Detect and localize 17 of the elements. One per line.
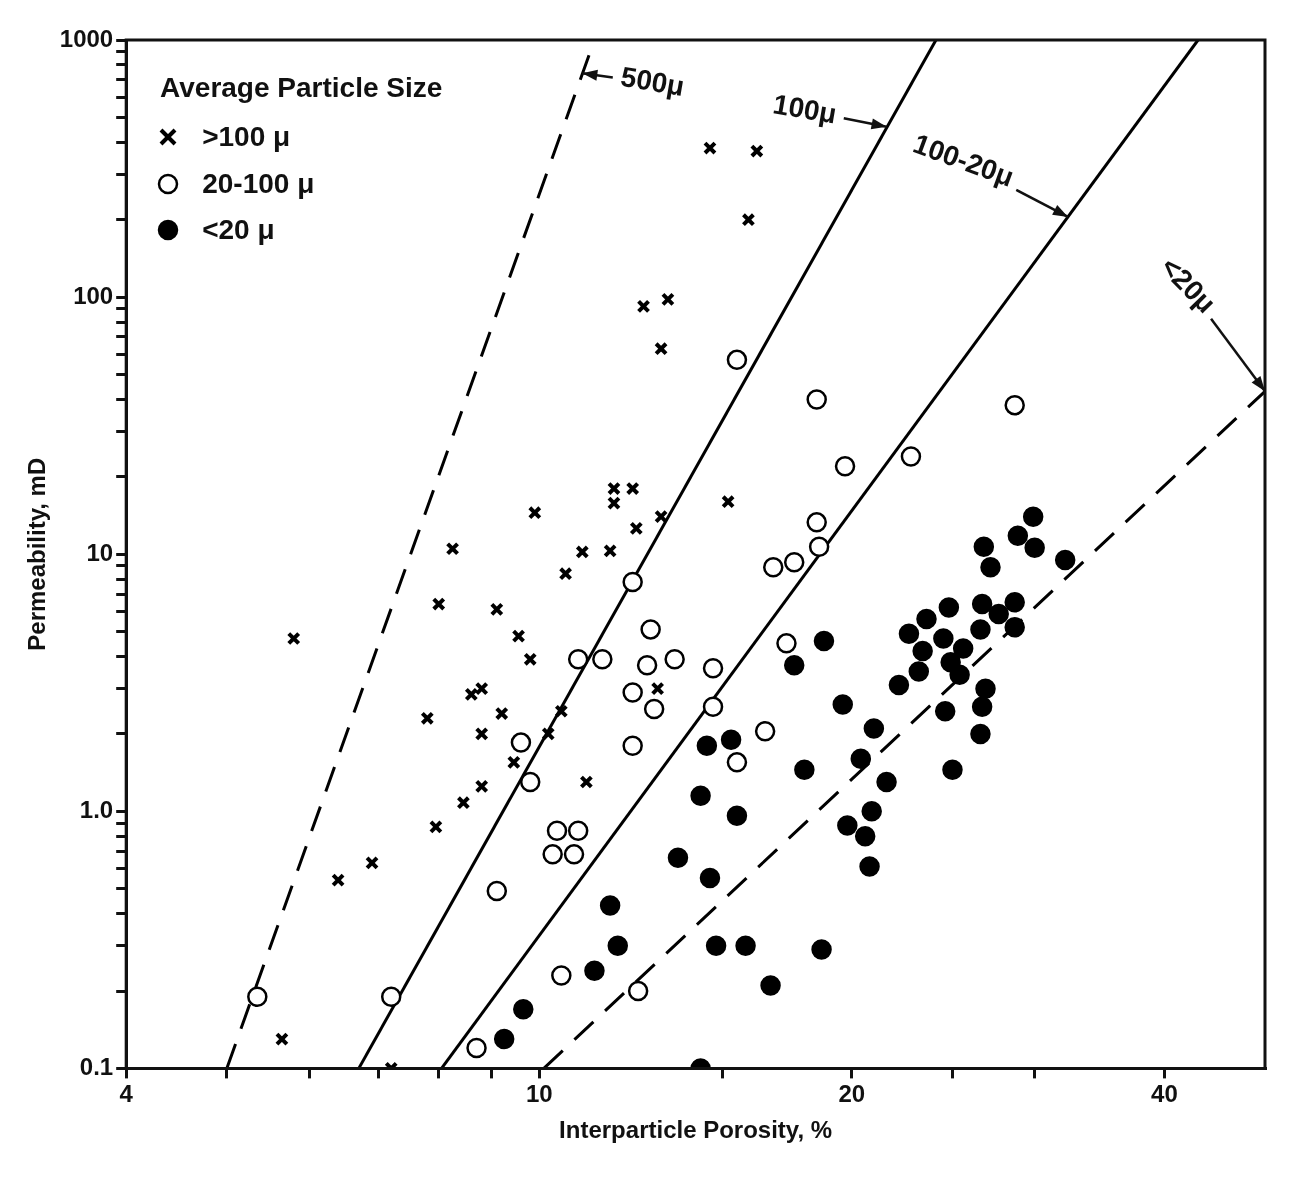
y-tick-label: 1000 bbox=[59, 24, 114, 52]
legend-label: <20 μ bbox=[202, 212, 275, 247]
y-tick-label: 10 bbox=[86, 538, 114, 566]
y-axis-title: Permeability, mD bbox=[23, 457, 51, 651]
annotation: 100μ bbox=[770, 88, 839, 130]
x-tick-label: 4 bbox=[119, 1080, 134, 1108]
x-axis-title: Interparticle Porosity, % bbox=[559, 1116, 833, 1144]
y-tick-label: 1.0 bbox=[79, 795, 114, 823]
y-tick-label: 100 bbox=[73, 281, 114, 309]
y-tick-label: 0.1 bbox=[79, 1053, 114, 1081]
legend-title: Average Particle Size bbox=[159, 71, 444, 105]
annotation: 500μ bbox=[618, 60, 687, 103]
x-tick-label: 20 bbox=[838, 1080, 866, 1108]
legend-label: 20-100 μ bbox=[202, 166, 315, 201]
legend-label: >100 μ bbox=[202, 120, 291, 155]
x-tick-label: 10 bbox=[525, 1080, 553, 1108]
x-tick-label: 40 bbox=[1151, 1080, 1178, 1108]
